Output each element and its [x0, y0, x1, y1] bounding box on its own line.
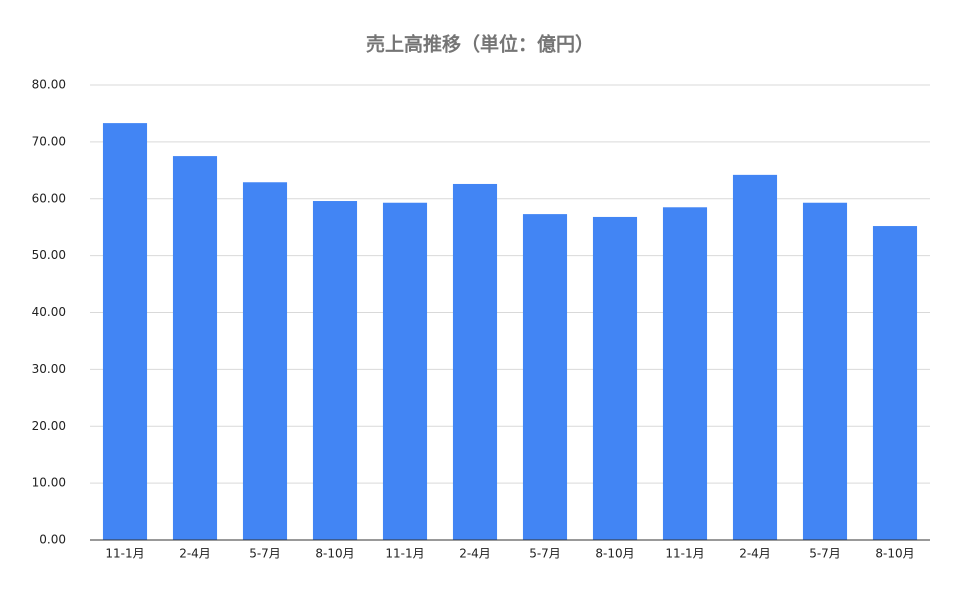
- x-tick-label: 2-4月: [459, 547, 491, 561]
- x-tick-label: 2-4月: [179, 547, 211, 561]
- y-tick-label: 80.00: [32, 78, 66, 92]
- x-tick-label: 5-7月: [249, 547, 281, 561]
- bar: [172, 156, 218, 540]
- x-tick-label: 8-10月: [875, 547, 914, 561]
- bar: [382, 202, 428, 540]
- y-tick-label: 50.00: [32, 248, 66, 262]
- x-tick-label: 8-10月: [595, 547, 634, 561]
- bar: [452, 183, 498, 540]
- bar: [522, 214, 568, 540]
- y-tick-label: 10.00: [32, 476, 66, 490]
- bar: [802, 202, 848, 540]
- y-tick-label: 40.00: [32, 305, 66, 319]
- x-tick-label: 2-4月: [739, 547, 771, 561]
- bar: [732, 174, 778, 541]
- bar: [102, 123, 148, 540]
- bar: [242, 182, 288, 540]
- x-tick-label: 5-7月: [809, 547, 841, 561]
- x-tick-label: 8-10月: [315, 547, 354, 561]
- y-tick-label: 60.00: [32, 191, 66, 205]
- bar: [662, 207, 708, 540]
- x-tick-label: 11-1月: [385, 547, 424, 561]
- y-tick-label: 0.00: [39, 533, 66, 547]
- bar: [872, 226, 918, 541]
- chart-title: 売上高推移（単位：億円）: [366, 33, 594, 56]
- x-tick-label: 11-1月: [665, 547, 704, 561]
- x-tick-label: 5-7月: [529, 547, 561, 561]
- y-tick-label: 30.00: [32, 362, 66, 376]
- bar: [312, 201, 358, 540]
- y-tick-label: 20.00: [32, 419, 66, 433]
- bar: [592, 216, 638, 540]
- x-tick-label: 11-1月: [105, 547, 144, 561]
- y-tick-label: 70.00: [32, 134, 66, 148]
